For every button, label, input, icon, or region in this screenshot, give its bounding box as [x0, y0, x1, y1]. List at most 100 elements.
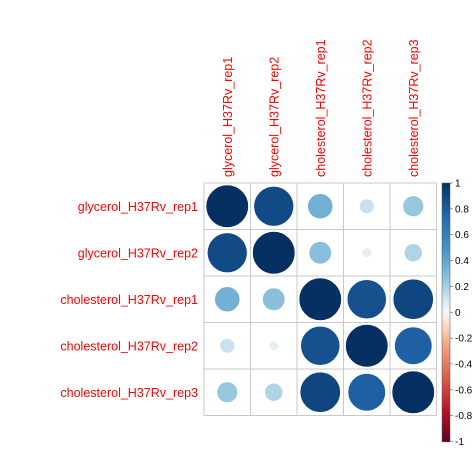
- colorbar-segment: [442, 332, 450, 337]
- colorbar-segment: [442, 407, 450, 412]
- colorbar-segment: [442, 356, 450, 360]
- colorbar-segment: [442, 226, 450, 231]
- colorbar-segment: [442, 387, 450, 391]
- colorbar-segment: [442, 389, 450, 393]
- colorbar-segment: [442, 270, 450, 275]
- row-label: cholesterol_H37Rv_rep3: [60, 386, 198, 400]
- colorbar-segment: [442, 185, 450, 189]
- colorbar-tick-label: -0.6: [455, 385, 473, 396]
- colorbar-segment: [442, 358, 450, 362]
- colorbar-tick-label: 0.6: [455, 230, 469, 241]
- colorbar-segment: [442, 374, 450, 378]
- colorbar-tick-label: 0.8: [455, 204, 469, 215]
- colorbar-segment: [442, 188, 450, 192]
- correlation-circle-r1-c1: [205, 184, 249, 228]
- colorbar-segment: [442, 327, 450, 331]
- colorbar-segment: [442, 296, 450, 300]
- colorbar-segment: [442, 431, 450, 435]
- colorbar-segment: [442, 384, 450, 388]
- colorbar-segment: [442, 312, 450, 316]
- column-label: glycerol_H37Rv_rep2: [267, 57, 281, 177]
- colorbar-segment: [442, 410, 450, 414]
- colorbar-segment: [442, 195, 450, 200]
- colorbar-segment: [442, 206, 450, 210]
- row-label: cholesterol_H37Rv_rep1: [60, 293, 198, 307]
- colorbar-segment: [442, 351, 450, 355]
- colorbar-segment: [442, 413, 450, 417]
- colorbar-tick-label: -0.2: [455, 334, 473, 345]
- column-labels: glycerol_H37Rv_rep1 glycerol_H37Rv_rep2 ch…: [221, 39, 421, 177]
- colorbar-segment: [442, 335, 450, 339]
- colorbar-segment: [442, 369, 450, 373]
- correlation-circle-r4-c3: [300, 325, 341, 366]
- colorbar-segment: [442, 190, 450, 194]
- colorbar-segment: [442, 338, 450, 342]
- correlation-circle-r3-c2: [262, 287, 286, 311]
- colorbar-segment: [442, 250, 450, 254]
- colorbar-segment: [442, 203, 450, 207]
- correlation-circle-r1-c3: [307, 193, 334, 220]
- correlation-circle-r3-c1: [214, 286, 241, 313]
- colorbar-segment: [442, 363, 450, 368]
- colorbar-segment: [442, 340, 450, 344]
- colorbar-segment: [442, 325, 450, 329]
- colorbar-segment: [442, 314, 450, 319]
- colorbar-segment: [442, 425, 450, 430]
- correlation-circle-r2-c1: [207, 232, 248, 273]
- colorbar-segment: [442, 201, 450, 205]
- colorbar-segment: [442, 294, 450, 298]
- colorbar-segment: [442, 330, 450, 334]
- colorbar-segment: [442, 216, 450, 220]
- colorbar-segment: [442, 343, 450, 347]
- colorbar-segment: [442, 239, 450, 244]
- colorbar-segment: [442, 420, 450, 425]
- colorbar-tick-label: -0.8: [455, 411, 473, 422]
- colorbar-segment: [442, 232, 450, 236]
- colorbar-segment: [442, 320, 450, 324]
- colorbar-segment: [442, 361, 450, 365]
- correlation-circle-r1-c2: [253, 186, 294, 227]
- colorbar-segment: [442, 265, 450, 269]
- colorbar-segment: [442, 438, 450, 443]
- colorbar-segment: [442, 260, 450, 264]
- correlation-circles: [205, 184, 435, 414]
- colorbar-segment: [442, 376, 450, 381]
- colorbar: 1 0.8 0.6 0.4 0.2 0 -0.2 -0.4 -0.6 -0.8 -1: [441, 179, 473, 448]
- colorbar-segment: [442, 394, 450, 399]
- colorbar-segment: [442, 371, 450, 375]
- correlation-circle-r5-c4: [347, 373, 386, 412]
- correlation-circle-r4-c4: [345, 324, 389, 368]
- colorbar-segment: [442, 278, 450, 282]
- colorbar-tick-label: 1: [455, 179, 461, 190]
- correlation-circle-r3-c4: [346, 279, 387, 320]
- colorbar-segment: [442, 307, 450, 311]
- correlation-circle-r2-c5: [403, 243, 423, 263]
- colorbar-segment: [442, 229, 450, 233]
- column-label: cholesterol_H37Rv_rep1: [314, 39, 328, 177]
- colorbar-segment: [442, 286, 450, 290]
- colorbar-segment: [442, 183, 450, 187]
- colorbar-segment: [442, 208, 450, 213]
- column-label: cholesterol_H37Rv_rep3: [407, 39, 421, 177]
- colorbar-segment: [442, 224, 450, 228]
- colorbar-segment: [442, 348, 450, 352]
- colorbar-segment: [442, 382, 450, 386]
- colorbar-segment: [442, 291, 450, 295]
- colorbar-segment: [442, 317, 450, 321]
- colorbar-segment: [442, 397, 450, 401]
- colorbar-segment: [442, 423, 450, 427]
- colorbar-segment: [442, 418, 450, 422]
- colorbar-segment: [442, 255, 450, 259]
- correlation-circle-r2-c3: [308, 241, 332, 265]
- colorbar-segment: [442, 309, 450, 313]
- colorbar-segment: [442, 301, 450, 306]
- colorbar-segment: [442, 304, 450, 308]
- colorbar-segment: [442, 353, 450, 357]
- colorbar-tick-label: -1: [455, 437, 464, 448]
- correlation-circle-r2-c4: [361, 247, 372, 258]
- column-label: glycerol_H37Rv_rep1: [221, 57, 235, 177]
- colorbar-segment: [442, 245, 450, 249]
- correlation-circle-r4-c5: [394, 326, 433, 365]
- colorbar-segment: [442, 392, 450, 396]
- colorbar-segment: [442, 415, 450, 419]
